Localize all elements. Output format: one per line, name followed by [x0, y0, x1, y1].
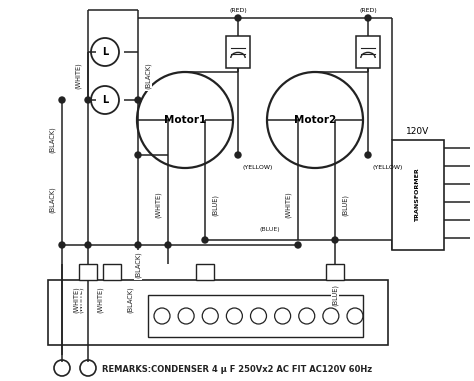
Text: (WHITE): (WHITE): [97, 287, 103, 314]
Text: (WHITE): (WHITE): [75, 62, 81, 90]
FancyBboxPatch shape: [103, 264, 121, 280]
FancyBboxPatch shape: [79, 264, 97, 280]
FancyBboxPatch shape: [226, 36, 250, 68]
Circle shape: [202, 237, 208, 243]
Circle shape: [165, 242, 171, 248]
Text: TRANSFORMER: TRANSFORMER: [416, 168, 420, 222]
FancyBboxPatch shape: [326, 264, 344, 280]
Text: (WHITE): (WHITE): [155, 192, 161, 218]
Text: (BLUE): (BLUE): [342, 194, 348, 216]
Text: (BLACK): (BLACK): [127, 287, 133, 314]
Text: (BLUE): (BLUE): [332, 284, 338, 306]
Text: (WHITE): (WHITE): [73, 287, 79, 314]
Text: L: L: [102, 47, 108, 57]
Text: (BLACK): (BLACK): [49, 126, 55, 154]
FancyBboxPatch shape: [392, 140, 444, 250]
Text: Motor2: Motor2: [294, 115, 336, 125]
Circle shape: [59, 97, 65, 103]
Text: (BLACK): (BLACK): [145, 62, 151, 90]
Circle shape: [135, 152, 141, 158]
Text: (YELLOW): (YELLOW): [243, 165, 273, 170]
Circle shape: [365, 15, 371, 21]
Text: 120V: 120V: [406, 128, 429, 136]
Circle shape: [135, 242, 141, 248]
Circle shape: [135, 97, 141, 103]
Text: (RED): (RED): [359, 8, 377, 13]
Text: (BLUE): (BLUE): [260, 227, 280, 232]
Text: Motor1: Motor1: [164, 115, 206, 125]
Text: (WHITE): (WHITE): [285, 192, 291, 218]
Text: L: L: [102, 95, 108, 105]
FancyBboxPatch shape: [48, 280, 388, 345]
Circle shape: [365, 152, 371, 158]
Circle shape: [235, 152, 241, 158]
Text: (BLACK): (BLACK): [49, 187, 55, 213]
Circle shape: [85, 97, 91, 103]
Text: (YELLOW): (YELLOW): [373, 165, 403, 170]
Circle shape: [332, 237, 338, 243]
Text: (BLUE): (BLUE): [212, 194, 218, 216]
FancyBboxPatch shape: [196, 264, 214, 280]
Circle shape: [59, 242, 65, 248]
FancyBboxPatch shape: [148, 295, 363, 337]
Text: REMARKS:CONDENSER 4 μ F 250Vx2 AC FIT AC120V 60Hz: REMARKS:CONDENSER 4 μ F 250Vx2 AC FIT AC…: [102, 365, 372, 375]
Circle shape: [235, 15, 241, 21]
Text: (WHITE): (WHITE): [77, 287, 83, 314]
Text: (RED): (RED): [229, 8, 247, 13]
Circle shape: [85, 242, 91, 248]
FancyBboxPatch shape: [356, 36, 380, 68]
Circle shape: [295, 242, 301, 248]
Text: (BLACK): (BLACK): [135, 251, 141, 279]
